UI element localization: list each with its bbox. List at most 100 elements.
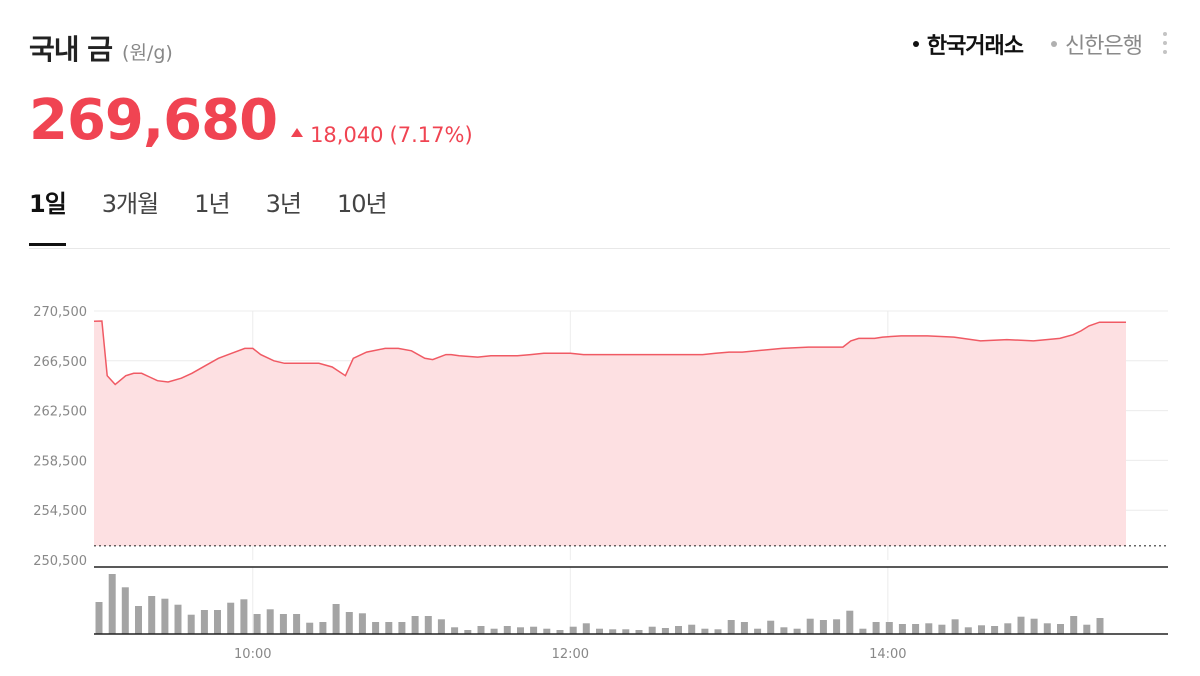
y-tick-label: 266,500: [33, 355, 87, 370]
volume-bar: [622, 629, 630, 634]
volume-bar: [1030, 618, 1038, 634]
active-dot-icon: [912, 41, 919, 47]
volume-bar: [1017, 616, 1025, 634]
volume-bar: [293, 614, 301, 634]
tab-10-years[interactable]: 10년: [336, 190, 388, 218]
price-area: [94, 321, 1126, 546]
tab-3-months[interactable]: 3개월: [101, 190, 159, 218]
volume-bar: [345, 612, 353, 634]
volume-bar: [780, 627, 788, 634]
volume-bar: [95, 602, 103, 634]
volume-bar: [767, 620, 775, 634]
volume-bar: [411, 616, 419, 634]
inactive-dot-icon: [1051, 41, 1058, 47]
volume-bar: [240, 599, 248, 634]
volume-bar: [517, 627, 524, 634]
y-tick-label: 254,500: [33, 504, 87, 519]
volume-bar: [161, 598, 169, 634]
volume-bar: [1096, 618, 1104, 634]
price-line: [93, 320, 1126, 386]
volume-bar: [596, 628, 603, 634]
volume-bar: [398, 622, 406, 634]
current-price: 269,680: [29, 88, 278, 153]
tab-divider: [29, 248, 1170, 249]
volume-bar: [675, 626, 682, 634]
volume-bar: [490, 628, 498, 634]
volume-bar: [833, 619, 841, 634]
volume-bar: [174, 604, 182, 634]
tab-3-years[interactable]: 3년: [265, 190, 302, 218]
x-tick-label: 10:00: [234, 647, 271, 662]
tab-1-year[interactable]: 1년: [194, 190, 230, 218]
change-amount: 18,040: [310, 122, 384, 147]
volume-bar: [543, 628, 551, 634]
volume-bar: [714, 629, 722, 634]
volume-bar: [319, 622, 327, 634]
volume-bar: [701, 628, 709, 634]
volume-bar: [912, 624, 920, 634]
source-option-krx[interactable]: 한국거래소: [912, 28, 1024, 60]
volume-bar: [108, 574, 116, 634]
volume-bar: [846, 610, 854, 634]
volume-bar: [464, 630, 472, 634]
volume-bar: [609, 629, 617, 634]
volume-bar: [253, 614, 261, 634]
volume-bar: [556, 630, 564, 634]
volume-bar: [648, 626, 656, 634]
volume-bar: [358, 613, 366, 634]
volume-bar: [1057, 624, 1064, 634]
volume-bar: [964, 627, 972, 634]
volume-bar: [661, 628, 669, 634]
page-title: 국내 금: [29, 33, 113, 66]
y-tick-label: 250,500: [33, 554, 87, 569]
volume-bar: [385, 622, 393, 634]
source-label: 신한은행: [1065, 34, 1143, 59]
more-options-icon[interactable]: [1160, 32, 1170, 60]
volume-bar: [148, 596, 156, 634]
x-tick-label: 14:00: [869, 647, 906, 662]
volume-bar: [1083, 624, 1091, 634]
change-percent: (7.17%): [389, 122, 473, 147]
volume-bar: [754, 628, 762, 634]
volume-bar: [819, 620, 827, 634]
volume-bar: [885, 622, 893, 634]
volume-bar: [227, 602, 235, 634]
volume-bar: [279, 614, 287, 634]
header-title-group: 국내 금 (원/g): [29, 28, 173, 68]
volume-bar: [951, 619, 959, 634]
source-option-shinhan[interactable]: 신한은행: [1051, 28, 1143, 60]
y-tick-label: 262,500: [33, 405, 87, 420]
source-selector: 한국거래소 신한은행: [912, 28, 1143, 60]
volume-bar: [925, 623, 933, 634]
volume-bar: [978, 625, 985, 634]
volume-bar: [806, 618, 814, 634]
volume-bar: [135, 606, 142, 634]
price-unit: (원/g): [122, 42, 173, 64]
quote: 269,680 18,040 (7.17%): [29, 88, 473, 153]
volume-bar: [740, 622, 748, 634]
volume-bar: [372, 622, 380, 634]
volume-bar: [200, 610, 208, 634]
x-tick-label: 12:00: [552, 647, 589, 662]
volume-bar: [306, 622, 314, 634]
volume-bar: [569, 626, 577, 634]
volume-bar: [582, 623, 590, 634]
y-tick-label: 270,500: [33, 305, 87, 320]
volume-bar: [859, 628, 867, 634]
volume-bar: [187, 614, 195, 634]
volume-bar: [872, 622, 880, 634]
volume-bar: [437, 619, 445, 634]
y-tick-label: 258,500: [33, 454, 87, 469]
volume-bar: [530, 626, 538, 634]
up-triangle-icon: [291, 128, 304, 137]
volume-bar: [121, 587, 129, 634]
volume-bar: [214, 610, 221, 634]
volume-bar: [898, 624, 906, 634]
volume-bar: [635, 630, 643, 634]
tab-1-day[interactable]: 1일: [29, 184, 67, 246]
price-change: 18,040 (7.17%): [291, 123, 473, 147]
volume-bar: [424, 616, 432, 634]
volume-bar: [1070, 616, 1078, 634]
period-tabs: 1일 3개월 1년 3년 10년: [29, 184, 388, 246]
